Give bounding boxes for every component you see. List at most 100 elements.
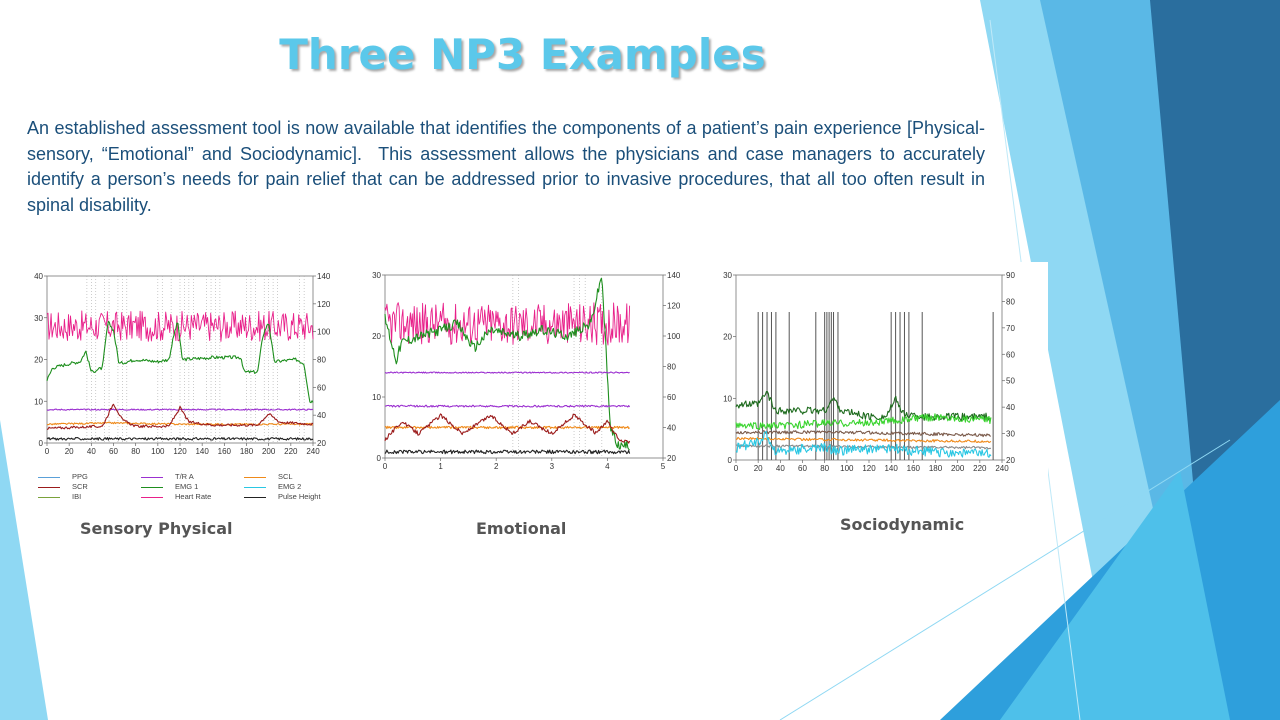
legend-swatch xyxy=(141,476,163,478)
series-scr xyxy=(46,403,314,431)
x-tick-label: 160 xyxy=(218,447,232,456)
y-right-tick-label: 90 xyxy=(1006,271,1015,280)
legend-swatch xyxy=(38,486,60,488)
series-scl xyxy=(47,421,314,426)
plot-frame xyxy=(735,274,1003,461)
series-tension xyxy=(384,404,631,408)
x-tick-label: 160 xyxy=(907,464,921,473)
series-cyan xyxy=(735,431,992,458)
legend-item: IBI xyxy=(38,492,81,502)
legend-label: Pulse Height xyxy=(278,492,321,501)
y-right-tick-label: 50 xyxy=(1006,377,1015,386)
legend-item: T/R A xyxy=(141,472,194,482)
x-tick-label: 80 xyxy=(131,447,140,456)
caption-sensory-physical: Sensory Physical xyxy=(80,519,233,538)
chart-emotional: 0 1 2 3 4 5 0 10 20 30 20 40 60 80 100 120 140 xyxy=(372,271,681,471)
x-tick-label: 4 xyxy=(605,462,610,471)
y-right-tick-label: 40 xyxy=(317,411,326,420)
legend-label: T/R A xyxy=(175,472,194,481)
x-tick-label: 200 xyxy=(951,464,965,473)
legend-label: PPG xyxy=(72,472,88,481)
y-right-tick-label: 100 xyxy=(667,332,681,341)
legend-label: EMG 1 xyxy=(175,482,199,491)
legend-swatch xyxy=(141,486,163,488)
x-tick-label: 100 xyxy=(840,464,854,473)
caption-sociodynamic: Sociodynamic xyxy=(840,515,965,534)
x-tick-label: 3 xyxy=(550,462,555,471)
x-tick-label: 20 xyxy=(65,447,74,456)
plot-frame xyxy=(384,274,664,459)
x-tick-label: 0 xyxy=(45,447,50,456)
y-left-tick-label: 10 xyxy=(372,393,381,402)
x-tick-label: 5 xyxy=(661,462,666,471)
decor-right-dark xyxy=(1150,0,1280,560)
x-tick-label: 0 xyxy=(734,464,739,473)
series-pulse-height xyxy=(46,437,314,441)
decor-bottom-light xyxy=(1000,470,1230,720)
y-left-tick-label: 30 xyxy=(34,314,43,323)
chart-sociodynamic: 0 20 40 60 80 100 120 140 160 180 200 220 240 0 10 20 30… xyxy=(723,271,1015,473)
x-tick-label: 60 xyxy=(798,464,807,473)
legend-swatch xyxy=(244,496,266,498)
x-tick-label: 0 xyxy=(383,462,388,471)
y-right-tick-label: 40 xyxy=(667,424,676,433)
series-orange xyxy=(735,436,992,444)
y-right-tick-label: 80 xyxy=(317,356,326,365)
decor-left-edge xyxy=(0,420,48,720)
legend-label: EMG 2 xyxy=(278,482,302,491)
series-dark-green xyxy=(735,391,992,422)
x-tick-label: 200 xyxy=(262,447,276,456)
series-brown xyxy=(735,430,992,438)
x-tick-label: 120 xyxy=(173,447,187,456)
y-left-tick-label: 0 xyxy=(39,439,44,448)
x-tick-label: 240 xyxy=(995,464,1009,473)
legend-label: SCL xyxy=(278,472,293,481)
chart-sensory-physical: 0 20 40 60 80 100 120 140 160 180 200 220 240 0 10 20 30… xyxy=(34,272,331,456)
y-right-tick-label: 60 xyxy=(667,393,676,402)
y-left-tick-label: 20 xyxy=(372,332,381,341)
legend-item: EMG 1 xyxy=(141,482,198,492)
legend-swatch xyxy=(38,496,60,498)
y-right-tick-label: 120 xyxy=(667,302,681,311)
y-right-tick-label: 140 xyxy=(667,271,681,280)
x-tick-label: 80 xyxy=(820,464,829,473)
legend-item: EMG 2 xyxy=(244,482,301,492)
legend-item: Heart Rate xyxy=(141,492,211,502)
legend-swatch xyxy=(38,476,60,478)
y-left-tick-label: 30 xyxy=(372,271,381,280)
x-tick-label: 40 xyxy=(87,447,96,456)
legend-swatch xyxy=(244,476,266,478)
y-right-tick-label: 20 xyxy=(667,454,676,463)
x-tick-label: 140 xyxy=(195,447,209,456)
x-tick-label: 100 xyxy=(151,447,165,456)
series-pulse-height xyxy=(384,449,631,455)
y-left-tick-label: 20 xyxy=(34,356,43,365)
legend-item: PPG xyxy=(38,472,88,482)
y-right-tick-label: 80 xyxy=(667,363,676,372)
y-right-tick-label: 40 xyxy=(1006,403,1015,412)
series-emg-1 xyxy=(384,277,630,451)
series-heart-rate xyxy=(384,302,631,346)
y-right-tick-label: 20 xyxy=(317,439,326,448)
x-tick-label: 220 xyxy=(284,447,298,456)
y-right-tick-label: 20 xyxy=(1006,456,1015,465)
x-tick-label: 2 xyxy=(494,462,499,471)
y-left-tick-label: 10 xyxy=(34,397,43,406)
x-tick-label: 180 xyxy=(929,464,943,473)
legend-swatch xyxy=(244,486,266,488)
series-emg-1 xyxy=(46,320,314,404)
legend-label: SCR xyxy=(72,482,88,491)
decor-thin-line-1 xyxy=(779,439,1231,720)
legend-label: IBI xyxy=(72,492,82,501)
x-tick-label: 40 xyxy=(776,464,785,473)
x-tick-label: 220 xyxy=(973,464,987,473)
y-left-tick-label: 40 xyxy=(34,272,43,281)
series-bright-green xyxy=(735,413,992,431)
legend-swatch xyxy=(141,496,163,498)
series-t-r-a xyxy=(384,371,630,374)
x-tick-label: 1 xyxy=(438,462,443,471)
y-right-tick-label: 60 xyxy=(1006,350,1015,359)
x-tick-label: 20 xyxy=(754,464,763,473)
chart1-legend: PPG SCR IBI T/R A EMG 1 Heart Rate SCL E… xyxy=(38,472,338,504)
y-right-tick-label: 30 xyxy=(1006,430,1015,439)
